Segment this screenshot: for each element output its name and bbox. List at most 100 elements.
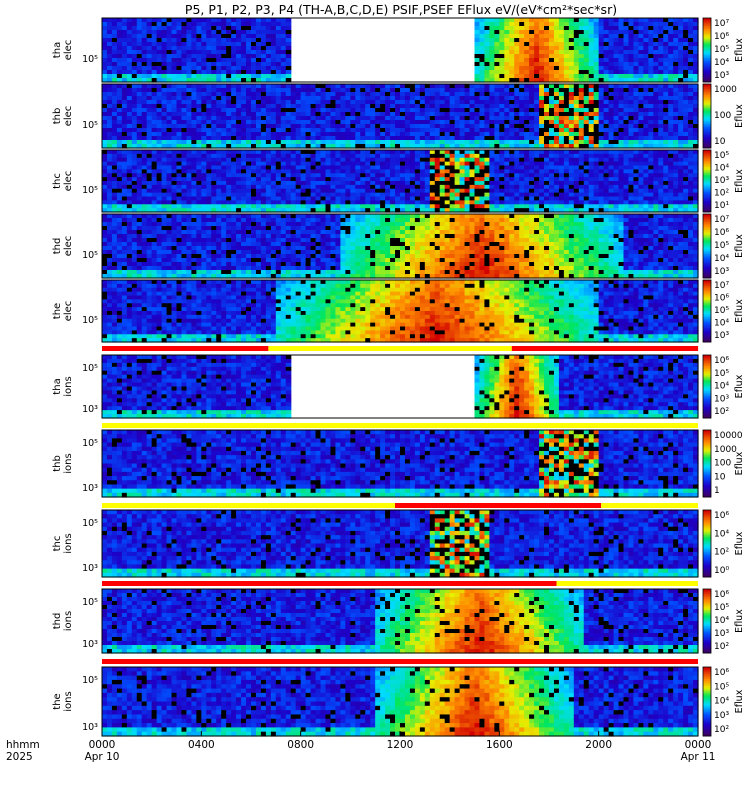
cbar-tick-tha-elec-2: 10⁵ — [714, 45, 729, 55]
ytick-thb-ions-1: 10³ — [82, 483, 98, 494]
cbar-tick-thb-elec-1: 100 — [714, 111, 731, 121]
ytick-thc-elec-0: 10⁵ — [82, 185, 98, 196]
ytick-thb-elec-0: 10⁵ — [82, 120, 98, 131]
ylabel-thb-elec-0: thb — [52, 108, 63, 125]
cbar-tick-thc-elec-4: 10¹ — [714, 201, 729, 211]
ytick-tha-ions-1: 10³ — [82, 404, 98, 415]
x-row-label-1: 2025 — [6, 751, 33, 763]
panel-tha-ions: tha ions 10⁵ 10³ 10⁶ 10⁵ 10⁴ 10³ 10² Eflux — [52, 354, 745, 419]
cbar-tick-thc-elec-3: 10² — [714, 189, 729, 199]
mode-segment-0-0 — [102, 346, 269, 351]
ylabel-thb-ions-1: ions — [63, 453, 74, 473]
colorbar-the-ions — [702, 666, 712, 737]
cbar-tick-thb-ions-0: 10000 — [714, 431, 743, 441]
x-tick-label-0: 0000 — [89, 739, 116, 751]
ylabel-the-ions-0: the — [52, 693, 63, 709]
x-tick-label-1: 0400 — [188, 739, 215, 751]
cbar-tick-thd-ions-2: 10⁴ — [714, 616, 729, 626]
cbar-tick-thd-elec-1: 10⁶ — [714, 228, 729, 238]
colorbar-tha-elec — [702, 17, 712, 83]
cbar-label-the-ions: Eflux — [734, 689, 745, 713]
colorbar-thb-elec — [702, 83, 712, 149]
cbar-tick-the-ions-1: 10⁵ — [714, 682, 729, 692]
mode-segment-0-1 — [268, 346, 512, 351]
ylabel-thc-elec-1: elec — [63, 171, 74, 192]
spectrogram-thd-elec — [102, 214, 699, 279]
cbar-tick-thd-elec-3: 10⁴ — [714, 254, 729, 264]
ylabel-thd-elec-0: thd — [52, 238, 63, 255]
cbar-label-the-elec: Eflux — [734, 299, 745, 323]
cbar-label-tha-ions: Eflux — [734, 374, 745, 398]
cbar-label-thd-ions: Eflux — [734, 609, 745, 633]
colorbar-tha-ions — [702, 354, 712, 419]
spectrogram-thb-elec — [102, 84, 699, 149]
ytick-the-elec-0: 10⁵ — [82, 315, 98, 326]
cbar-tick-tha-ions-3: 10³ — [714, 394, 729, 404]
colorbar-the-elec — [702, 279, 712, 343]
ylabel-thc-ions-1: ions — [63, 533, 74, 553]
colorbar-thb-ions — [702, 429, 712, 498]
ylabel-tha-elec-0: tha — [52, 42, 63, 58]
chart-title: P5, P1, P2, P3, P4 (TH-A,B,C,D,E) PSIF,P… — [184, 2, 618, 17]
panel-frame-the-elec — [101, 279, 699, 343]
mode-segment-2-0 — [102, 503, 395, 508]
cbar-tick-the-elec-0: 10⁷ — [714, 281, 729, 291]
spectrogram-thc-elec — [102, 150, 699, 213]
cbar-tick-tha-ions-2: 10⁴ — [714, 382, 729, 392]
ytick-thd-ions-1: 10³ — [82, 639, 98, 650]
cbar-tick-thb-ions-3: 10 — [714, 472, 726, 482]
panel-the-ions: the ions 10⁵ 10³ 10⁶ 10⁵ 10⁴ 10³ 10² Eflux — [52, 666, 745, 737]
panel-frame-tha-ions — [101, 354, 699, 419]
cbar-label-thb-ions: Eflux — [734, 451, 745, 475]
x-tick-label-6: 0000 — [685, 739, 712, 751]
mode-bar-0 — [102, 346, 699, 351]
ylabel-tha-elec-1: elec — [63, 40, 74, 61]
cbar-tick-thb-ions-4: 1 — [714, 486, 720, 496]
ylabel-the-elec-0: the — [52, 303, 63, 319]
mode-bar-4 — [102, 659, 698, 664]
cbar-tick-the-ions-2: 10⁴ — [714, 697, 729, 707]
ylabel-thd-elec-1: elec — [63, 236, 74, 257]
cbar-tick-thd-ions-4: 10² — [714, 642, 729, 652]
panel-tha-elec: tha elec 10⁵ 10⁷ 10⁶ 10⁵ 10⁴ 10³ Eflux — [52, 17, 745, 83]
spectrogram-thd-ions — [102, 589, 699, 654]
colorbar-thd-elec — [702, 213, 712, 279]
mode-bar-3 — [102, 581, 698, 586]
ylabel-the-ions-1: ions — [63, 691, 74, 711]
cbar-tick-the-elec-3: 10⁴ — [714, 319, 729, 329]
ylabel-thd-ions-1: ions — [63, 611, 74, 631]
x-tick-label-3: 1200 — [387, 739, 414, 751]
ylabel-the-elec-1: elec — [63, 301, 74, 322]
cbar-tick-thc-ions-3: 10⁰ — [714, 566, 729, 576]
spectrogram-the-elec — [102, 280, 699, 343]
mode-segment-3-1 — [556, 581, 698, 586]
cbar-tick-tha-elec-4: 10³ — [714, 71, 729, 81]
mode-segment-2-2 — [601, 503, 698, 508]
panel-frame-thc-elec — [101, 149, 699, 213]
cbar-tick-thc-elec-0: 10⁵ — [714, 151, 729, 161]
panel-thc-ions: thc ions 10⁵ 10³ 10⁶ 10⁴ 10² 10⁰ Eflux — [52, 509, 745, 578]
cbar-tick-the-elec-4: 10³ — [714, 331, 729, 341]
panel-frame-thd-elec — [101, 213, 699, 279]
cbar-tick-the-ions-4: 10² — [714, 725, 729, 735]
panel-thb-ions: thb ions 10⁵ 10³ 10000 1000 100 10 1 Eflux — [52, 429, 745, 498]
ytick-thb-ions-0: 10⁵ — [82, 438, 98, 449]
panel-thd-ions: thd ions 10⁵ 10³ 10⁶ 10⁵ 10⁴ 10³ 10² Eflux — [52, 588, 745, 654]
mode-segment-3-0 — [102, 581, 557, 586]
x-tick-label-5: 2000 — [585, 739, 612, 751]
spectrogram-the-ions — [102, 667, 699, 737]
panel-frame-thc-ions — [101, 509, 699, 578]
cbar-tick-tha-elec-3: 10⁴ — [714, 58, 729, 68]
spectrogram-thb-ions — [102, 430, 699, 498]
panel-thc-elec: thc elec 10⁵ 10⁵ 10⁴ 10³ 10² 10¹ Eflux — [52, 149, 745, 213]
cbar-tick-thd-elec-0: 10⁷ — [714, 215, 729, 225]
mode-segment-1-0 — [102, 423, 698, 428]
colorbar-thc-ions — [702, 509, 712, 578]
ylabel-thb-ions-0: thb — [52, 455, 63, 472]
panel-thd-elec: thd elec 10⁵ 10⁷ 10⁶ 10⁵ 10⁴ 10³ Eflux — [52, 213, 745, 279]
ylabel-thd-ions-0: thd — [52, 613, 63, 630]
cbar-tick-thb-elec-2: 10 — [714, 137, 726, 147]
cbar-label-thc-elec: Eflux — [734, 169, 745, 193]
